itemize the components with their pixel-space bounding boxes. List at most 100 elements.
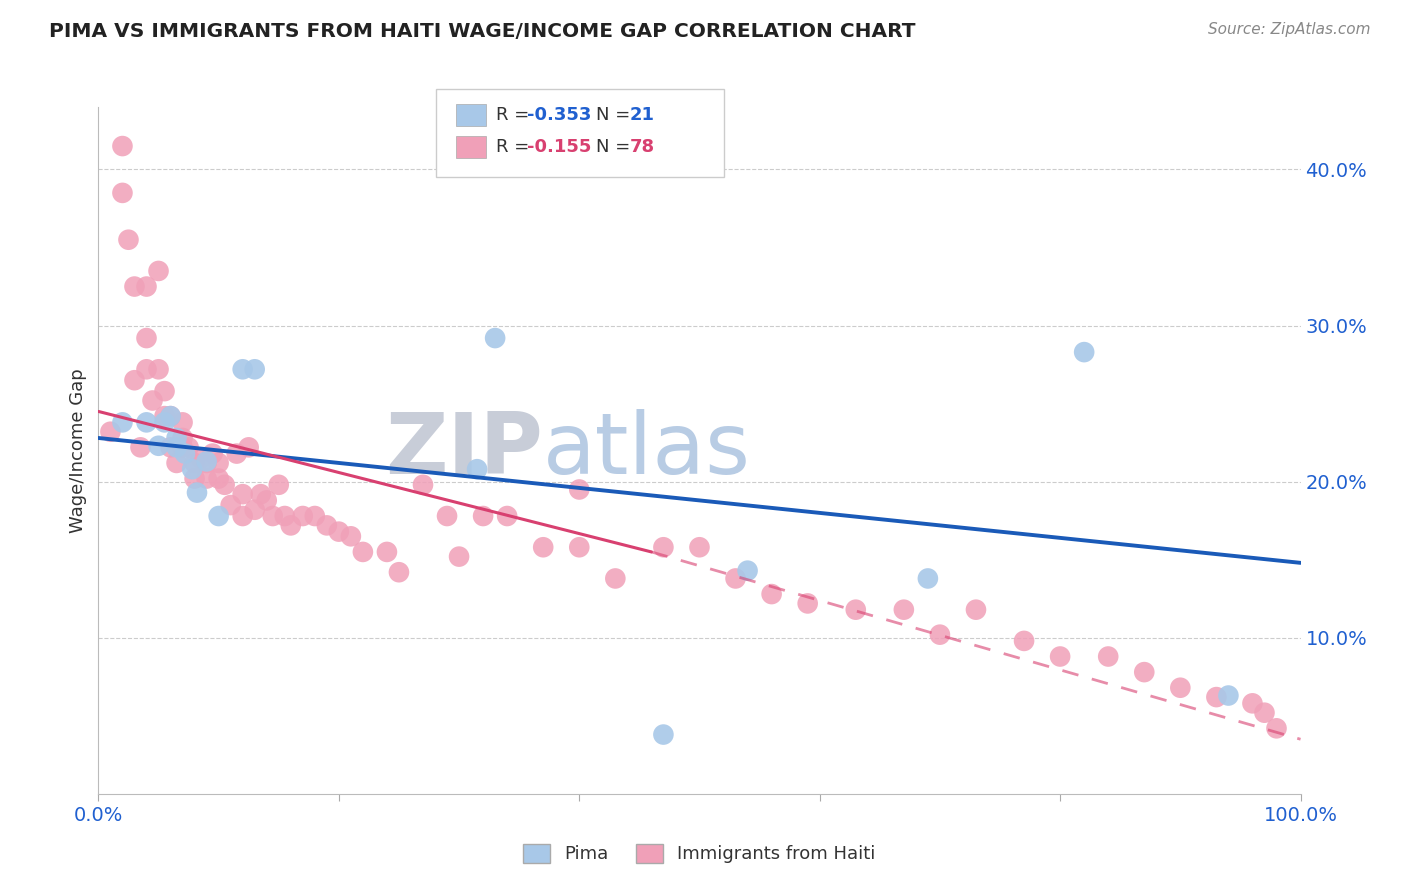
Point (186, 485, 208, 500)
Point (568, 540, 591, 554)
Point (893, 603, 915, 617)
Point (129, 440, 152, 454)
Y-axis label: Wage/Income Gap: Wage/Income Gap (69, 368, 87, 533)
Point (845, 603, 868, 617)
Text: ZIP: ZIP (385, 409, 543, 492)
Point (1205, 690, 1227, 705)
Point (375, 545, 398, 559)
Point (531, 540, 554, 554)
Point (153, 384, 176, 398)
Point (737, 564, 759, 578)
Point (249, 487, 271, 501)
Point (225, 446, 247, 460)
Point (190, 451, 212, 466)
Point (965, 603, 987, 617)
Point (496, 508, 519, 523)
Point (724, 571, 747, 585)
Point (465, 462, 488, 476)
Point (153, 409, 176, 423)
Point (761, 587, 783, 601)
Point (605, 571, 627, 585)
Text: R =: R = (496, 106, 536, 124)
Text: -0.353: -0.353 (527, 106, 592, 124)
Point (1241, 696, 1264, 710)
Point (1049, 649, 1071, 664)
Point (172, 431, 194, 445)
Point (174, 446, 197, 460)
Text: 78: 78 (630, 138, 655, 156)
Text: 21: 21 (630, 106, 655, 124)
Point (232, 487, 254, 501)
Point (652, 728, 675, 742)
Point (183, 456, 205, 470)
Point (568, 483, 591, 497)
Point (1218, 689, 1240, 703)
Point (1012, 633, 1035, 648)
Point (315, 518, 337, 533)
Point (689, 540, 711, 554)
Point (195, 471, 218, 485)
Point (195, 456, 218, 470)
Point (100, 425, 122, 439)
Point (796, 596, 818, 610)
Point (917, 571, 939, 585)
Point (243, 502, 266, 516)
Text: -0.155: -0.155 (527, 138, 592, 156)
Point (166, 431, 188, 445)
Point (148, 264, 170, 278)
Point (232, 508, 254, 523)
Point (141, 393, 163, 408)
Legend: Pima, Immigrants from Haiti: Pima, Immigrants from Haiti (516, 837, 883, 871)
Point (238, 440, 260, 454)
Point (340, 529, 363, 543)
Point (208, 471, 231, 485)
Point (148, 439, 170, 453)
Point (274, 508, 297, 523)
Point (177, 440, 200, 454)
Point (153, 415, 176, 429)
Point (159, 440, 181, 454)
Point (232, 362, 254, 376)
Point (1253, 706, 1275, 720)
Point (135, 362, 157, 376)
Point (291, 508, 314, 523)
Point (208, 456, 231, 470)
Point (1097, 649, 1119, 664)
Point (208, 508, 231, 523)
Point (135, 331, 157, 345)
Text: Source: ZipAtlas.com: Source: ZipAtlas.com (1208, 22, 1371, 37)
Point (135, 415, 157, 429)
Point (484, 331, 506, 345)
Point (352, 545, 374, 559)
Point (181, 462, 204, 476)
Point (172, 440, 194, 454)
Point (159, 409, 181, 423)
Point (135, 279, 157, 293)
Point (328, 524, 350, 539)
Point (117, 233, 139, 247)
Point (111, 186, 134, 200)
Point (436, 508, 458, 523)
Point (124, 373, 146, 387)
Point (472, 508, 495, 523)
Point (111, 139, 134, 153)
Point (243, 362, 266, 376)
Point (148, 362, 170, 376)
Point (267, 478, 290, 492)
Point (166, 440, 188, 454)
Point (111, 415, 134, 429)
Text: N =: N = (596, 138, 636, 156)
Point (124, 279, 146, 293)
Point (412, 478, 434, 492)
Text: PIMA VS IMMIGRANTS FROM HAITI WAGE/INCOME GAP CORRELATION CHART: PIMA VS IMMIGRANTS FROM HAITI WAGE/INCOM… (49, 22, 915, 41)
Point (262, 508, 284, 523)
Text: R =: R = (496, 138, 536, 156)
Point (159, 409, 181, 423)
Point (652, 540, 675, 554)
Point (166, 456, 188, 470)
Point (304, 508, 326, 523)
Point (172, 415, 194, 429)
Point (219, 498, 242, 512)
Point (388, 566, 411, 580)
Point (183, 471, 205, 485)
